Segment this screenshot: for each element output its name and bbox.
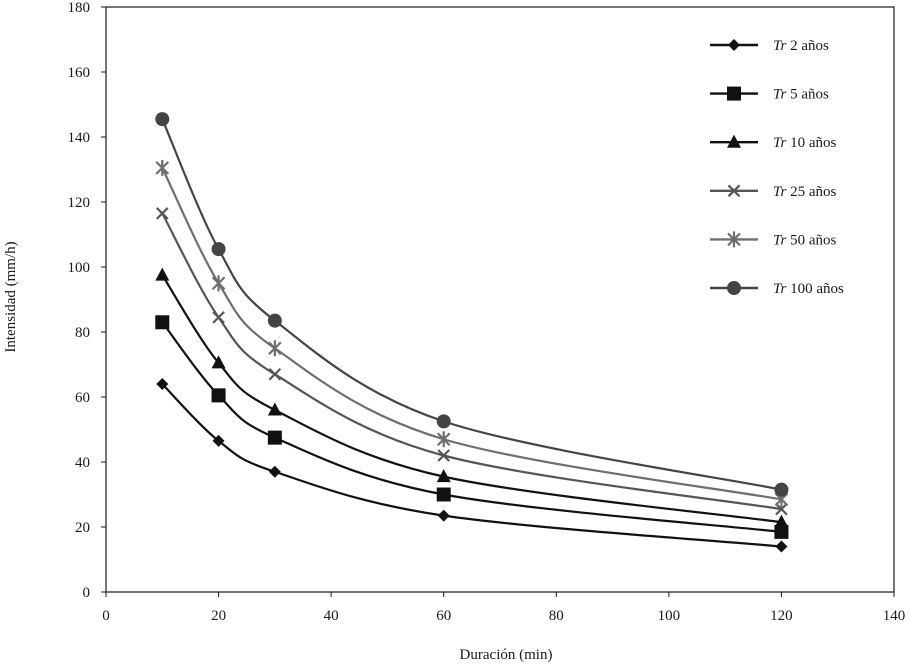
data-point <box>268 340 282 357</box>
legend-label: Tr 25 años <box>773 184 837 200</box>
legend-label-suffix: 100 años <box>786 281 844 297</box>
legend-label-suffix: 10 años <box>786 135 836 151</box>
data-point <box>436 487 451 502</box>
legend-entry: Tr 100 años <box>710 281 844 297</box>
plot-frame <box>105 6 895 593</box>
legend-marker <box>727 134 741 148</box>
legend-marker <box>728 39 740 51</box>
data-point <box>156 378 169 390</box>
y-tick-label: 20 <box>75 520 90 536</box>
legend-marker <box>727 184 741 198</box>
x-tick-label: 0 <box>102 608 110 624</box>
legend-label: Tr 5 años <box>773 87 829 103</box>
legend-marker <box>727 231 741 248</box>
legend-entry: Tr 50 años <box>710 231 837 248</box>
series-line <box>161 274 782 524</box>
series-line <box>161 167 782 501</box>
legend-label: Tr 100 años <box>773 281 844 297</box>
y-tick-label: 100 <box>68 260 91 276</box>
x-tick-label: 60 <box>436 608 451 624</box>
legend-label-prefix: Tr <box>773 135 787 151</box>
series-4 <box>155 159 789 508</box>
x-tick-label: 140 <box>883 608 906 624</box>
x-tick-label: 80 <box>549 608 564 624</box>
y-tick-label: 180 <box>68 0 91 16</box>
legend-label-suffix: 25 años <box>786 184 836 200</box>
legend-entry: Tr 10 años <box>710 134 837 151</box>
data-point <box>155 159 170 176</box>
series-3 <box>156 207 788 516</box>
legend-label-prefix: Tr <box>773 87 787 103</box>
y-tick-label: 140 <box>68 130 91 146</box>
legend-entry: Tr 2 años <box>710 38 829 54</box>
x-axis-label: Duración (min) <box>460 647 553 662</box>
series-0 <box>156 378 788 553</box>
y-tick-label: 0 <box>83 585 91 601</box>
legend-label: Tr 10 años <box>773 135 837 151</box>
data-point <box>156 207 169 220</box>
series-line <box>161 212 782 511</box>
x-tick-label: 120 <box>770 608 793 624</box>
y-tick-label: 160 <box>68 65 91 81</box>
series-5 <box>155 112 789 497</box>
data-point <box>211 275 226 292</box>
legend-entry: Tr 25 años <box>710 184 837 200</box>
data-point <box>155 315 170 330</box>
data-point <box>437 449 450 462</box>
x-axis-ticks: 0 20 40 60 80 100 120 140 <box>102 592 905 624</box>
series-line <box>161 321 782 533</box>
data-point <box>211 242 226 257</box>
data-point <box>436 431 451 448</box>
x-tick-label: 40 <box>324 608 339 624</box>
legend-label-prefix: Tr <box>773 232 787 248</box>
data-point <box>436 414 451 429</box>
legend-label: Tr 2 años <box>773 38 829 54</box>
data-point <box>267 430 282 445</box>
legend-label-suffix: 2 años <box>786 38 829 54</box>
legend-label-prefix: Tr <box>773 38 787 54</box>
legend-label-prefix: Tr <box>773 281 787 297</box>
data-point <box>774 524 789 539</box>
y-axis-ticks: 0 20 40 60 80 100 120 140 160 180 <box>68 0 106 601</box>
series-line <box>161 118 782 491</box>
data-point <box>775 540 788 553</box>
data-point <box>437 509 450 522</box>
data-point <box>775 502 788 516</box>
legend-entry: Tr 5 años <box>710 86 829 103</box>
data-point <box>268 367 282 381</box>
series-2 <box>155 267 789 528</box>
data-point <box>267 313 282 328</box>
x-tick-label: 20 <box>211 608 226 624</box>
legend-label-prefix: Tr <box>773 184 787 200</box>
data-point <box>267 402 282 416</box>
series-layer <box>155 112 789 553</box>
y-axis-label: Intensidad (mm/h) <box>3 241 19 352</box>
data-point <box>212 434 225 447</box>
series-1 <box>155 315 789 539</box>
y-tick-label: 60 <box>75 390 90 406</box>
data-point <box>774 514 789 528</box>
data-point <box>774 482 789 497</box>
legend-marker <box>727 281 741 295</box>
legend-label: Tr 50 años <box>773 232 837 248</box>
legend-label-suffix: 5 años <box>786 87 829 103</box>
data-point <box>211 388 226 403</box>
y-tick-label: 120 <box>68 195 91 211</box>
data-point <box>211 355 226 369</box>
data-point <box>155 112 170 127</box>
data-point <box>268 465 281 478</box>
y-tick-label: 40 <box>75 455 90 471</box>
legend-marker <box>727 86 741 101</box>
data-point <box>212 311 225 324</box>
data-point <box>155 267 170 281</box>
y-tick-label: 80 <box>75 325 90 341</box>
x-tick-label: 100 <box>658 608 681 624</box>
legend-label-suffix: 50 años <box>786 232 836 248</box>
data-point <box>436 469 451 483</box>
